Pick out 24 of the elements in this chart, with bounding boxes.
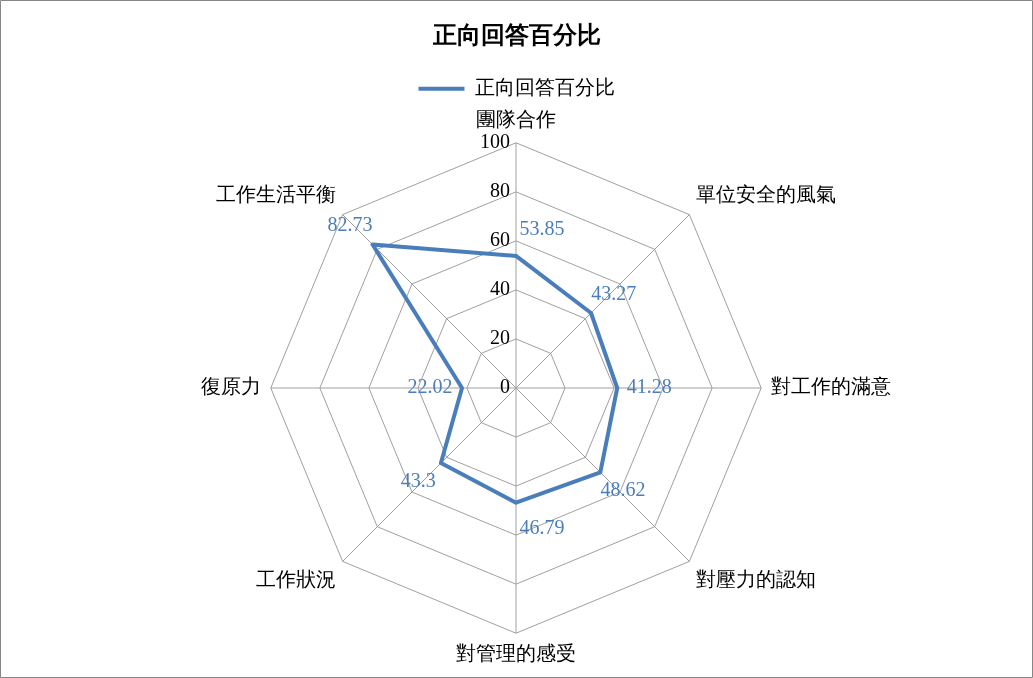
- chart-title: 正向回答百分比: [431, 21, 601, 48]
- spoke-label: 對工作的滿意: [771, 375, 892, 398]
- data-label: 46.79: [519, 515, 565, 538]
- data-label: 43.3: [400, 468, 436, 491]
- spoke-label: 單位安全的風氣: [696, 182, 837, 205]
- spoke-label: 工作生活平衡: [215, 182, 336, 205]
- data-label: 22.02: [407, 375, 453, 398]
- data-label: 48.62: [600, 477, 646, 500]
- y-tick-label: 20: [490, 326, 510, 349]
- data-label: 53.85: [519, 217, 565, 240]
- y-tick-label: 60: [490, 228, 510, 251]
- spoke-label: 工作狀況: [255, 567, 336, 590]
- data-label: 82.73: [327, 213, 373, 236]
- y-tick-label: 0: [500, 375, 510, 398]
- y-tick-label: 100: [480, 130, 510, 153]
- data-label: 43.27: [591, 281, 637, 304]
- data-label: 41.28: [626, 375, 672, 398]
- y-tick-label: 40: [490, 277, 510, 300]
- spoke-label: 復原力: [200, 375, 261, 398]
- spoke-label: 對管理的感受: [456, 642, 576, 665]
- spoke-label: 團隊合作: [476, 108, 556, 131]
- y-tick-label: 80: [490, 179, 510, 202]
- spoke-label: 對壓力的認知: [696, 567, 817, 590]
- legend-label: 正向回答百分比: [474, 76, 615, 99]
